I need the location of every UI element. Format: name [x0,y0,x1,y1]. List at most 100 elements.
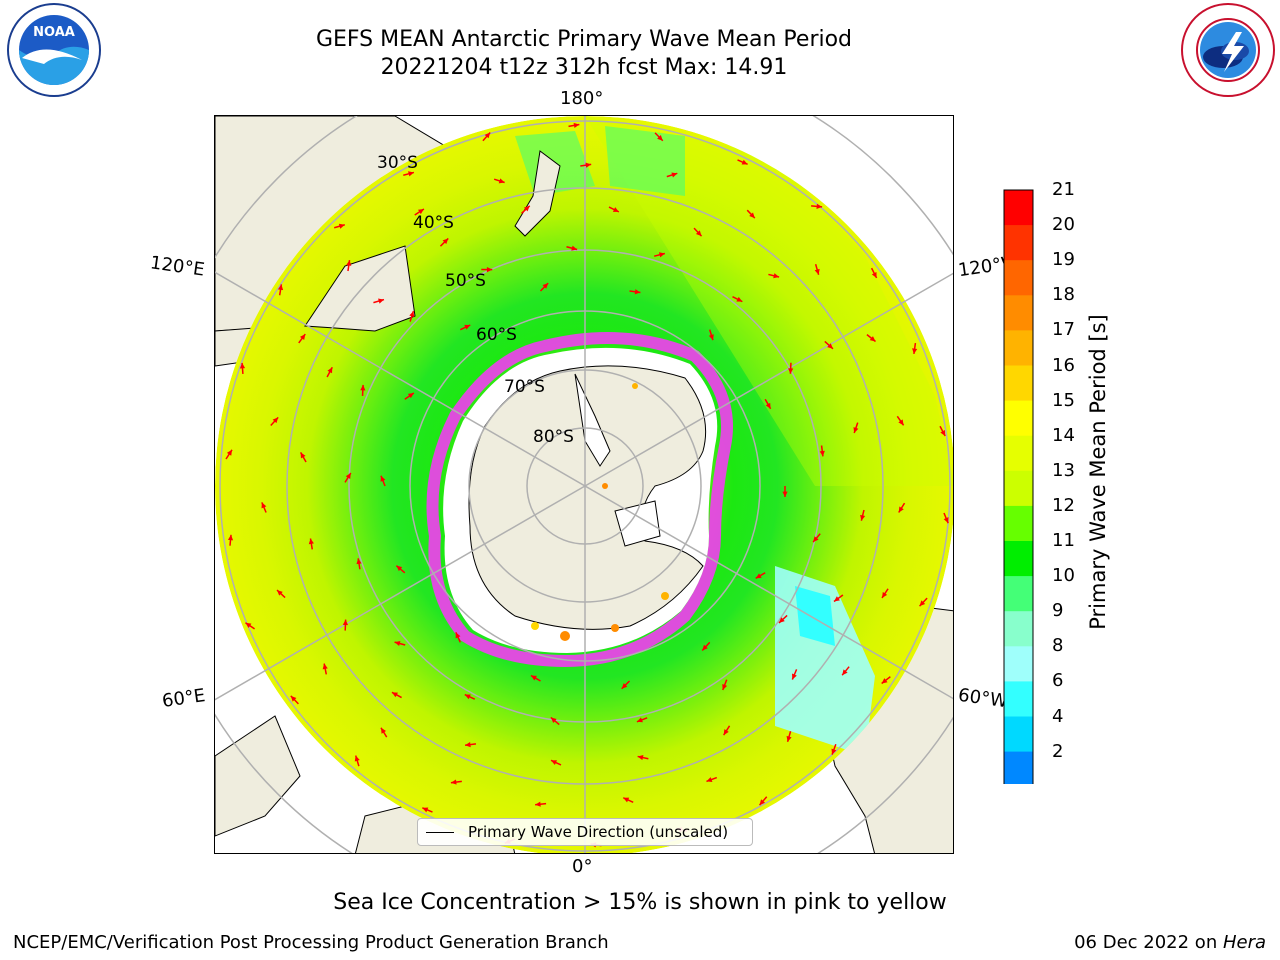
lon-label-60w: 60°W [956,684,1009,713]
date-text: 06 Dec 2022 on [1074,932,1223,953]
wave-arrow-head [378,298,384,304]
wave-arrow-head [551,760,558,765]
wave-arrow-head [394,641,401,647]
wave-arrow-head [464,324,471,330]
lon-label-180: 180° [560,88,604,109]
wave-arrow-head [755,573,762,579]
wave-arrow-head [407,392,414,399]
colorbar-band [1004,576,1033,612]
colorbar-tick-label: 16 [1052,354,1075,376]
wave-arrow-head [261,502,267,509]
wave-arrow-head [869,336,876,342]
wave-arrow-head [706,777,713,782]
wave-arrow-head [498,178,505,184]
colorbar-title: Primary Wave Mean Period [s] [1086,314,1110,630]
noaa-logo: NOAA [7,3,101,97]
colorbar-tick-label: 2 [1052,740,1064,762]
colorbar-tick-label: 21 [1052,179,1075,200]
wave-arrow-head [773,273,780,279]
wave-arrow-head [380,475,386,482]
wave-arrow-head [455,632,461,639]
date-line: 06 Dec 2022 on Hera [1074,932,1266,953]
wave-arrow-head [245,622,252,628]
wave-arrow-head [550,717,557,723]
lat-label-80s: 80°S [533,427,574,447]
wave-arrow-head [853,427,859,434]
colorbar-band [1004,716,1033,753]
wave-arrow-head [226,449,233,456]
colorbar-tick-label: 15 [1052,389,1075,411]
wave-arrow-head [442,238,449,245]
lon-label-60e: 60°E [160,685,207,712]
wave-arrow-head [708,334,714,341]
wave-arrow-head [671,172,678,178]
wave-arrow-head [657,135,663,141]
wave-arrow-head [300,452,306,459]
colorbar-tick-label: 11 [1052,530,1075,551]
map-canvas: 30°S 40°S 50°S 60°S 70°S 80°S [215,116,953,853]
wave-arrow-head [722,683,728,690]
wave-arrow-head [749,212,755,219]
wave-arrow-head [277,590,283,596]
wave-arrow-head [831,748,837,755]
colorbar-tick-label: 10 [1052,565,1075,587]
colorbar-tick-label: 6 [1052,670,1064,692]
antarctica [426,332,733,668]
colorbar [1003,189,1034,816]
australia [304,245,416,332]
wave-arrow-head [702,644,708,651]
colorbar-band [1004,225,1033,261]
colorbar-tick-label: 12 [1052,494,1075,516]
colorbar-tick-label: 17 [1052,319,1075,341]
wave-arrow-head [621,683,628,689]
wave-arrow-head [396,565,403,572]
wave-arrow-head [813,536,819,543]
wave-arrow-head [788,368,794,374]
colorbar-tick-label: 18 [1052,284,1075,306]
colorbar-band [1004,190,1033,226]
colorbar-band [1004,505,1033,542]
colorbar-band [1004,400,1033,437]
wave-arrow-head [881,678,888,684]
wave-arrow-head [290,695,297,702]
lat-label-30s: 30°S [377,153,418,173]
wave-arrow-head [842,669,848,676]
nws-logo [1181,3,1275,97]
polar-map: 30°S 40°S 50°S 60°S 70°S 80°S Primary Wa… [214,115,954,854]
lat-label-60s: 60°S [476,325,517,345]
wave-arrow-head [530,675,537,681]
lat-label-50s: 50°S [445,271,486,291]
wave-arrow-head [827,343,833,349]
wave-arrow-head [759,799,766,806]
wave-arrow-head [814,268,820,275]
wave-arrow-head [623,797,630,803]
colorbar-band [1004,365,1033,402]
wave-arrow-head [833,596,840,602]
colorbar-band [1004,611,1033,647]
colorbar-band [1004,681,1033,717]
colorbar-bands [1003,189,1034,816]
wave-arrow-head [573,122,580,128]
wave-arrow-head [299,334,306,341]
colorbar-tick-label: 13 [1052,459,1075,481]
wave-arrow-head [637,755,644,761]
wave-direction-arrows [225,122,949,848]
wave-arrow-head [741,159,748,165]
plot-subtitle: 20221204 t12z 312h fcst Max: 14.91 [380,55,788,80]
wave-arrow-head [322,663,328,670]
wave-arrow-head [819,450,825,457]
wave-arrow-head [308,538,314,545]
lon-label-0: 0° [572,856,593,877]
colorbar-tick-label: 20 [1052,214,1075,236]
colorbar-tick-label: 8 [1052,635,1064,657]
colorbar-band [1004,751,1033,788]
wave-arrow-head [736,296,743,302]
wave-arrow-head [464,694,471,700]
lon-label-120e: 120°E [148,252,206,281]
new-zealand [514,150,561,237]
colorbar-band [1004,330,1033,366]
wave-arrow-head [940,430,946,437]
wave-arrow-head [272,417,279,424]
wave-arrow-head [636,717,643,723]
wave-arrow-head [465,742,471,748]
